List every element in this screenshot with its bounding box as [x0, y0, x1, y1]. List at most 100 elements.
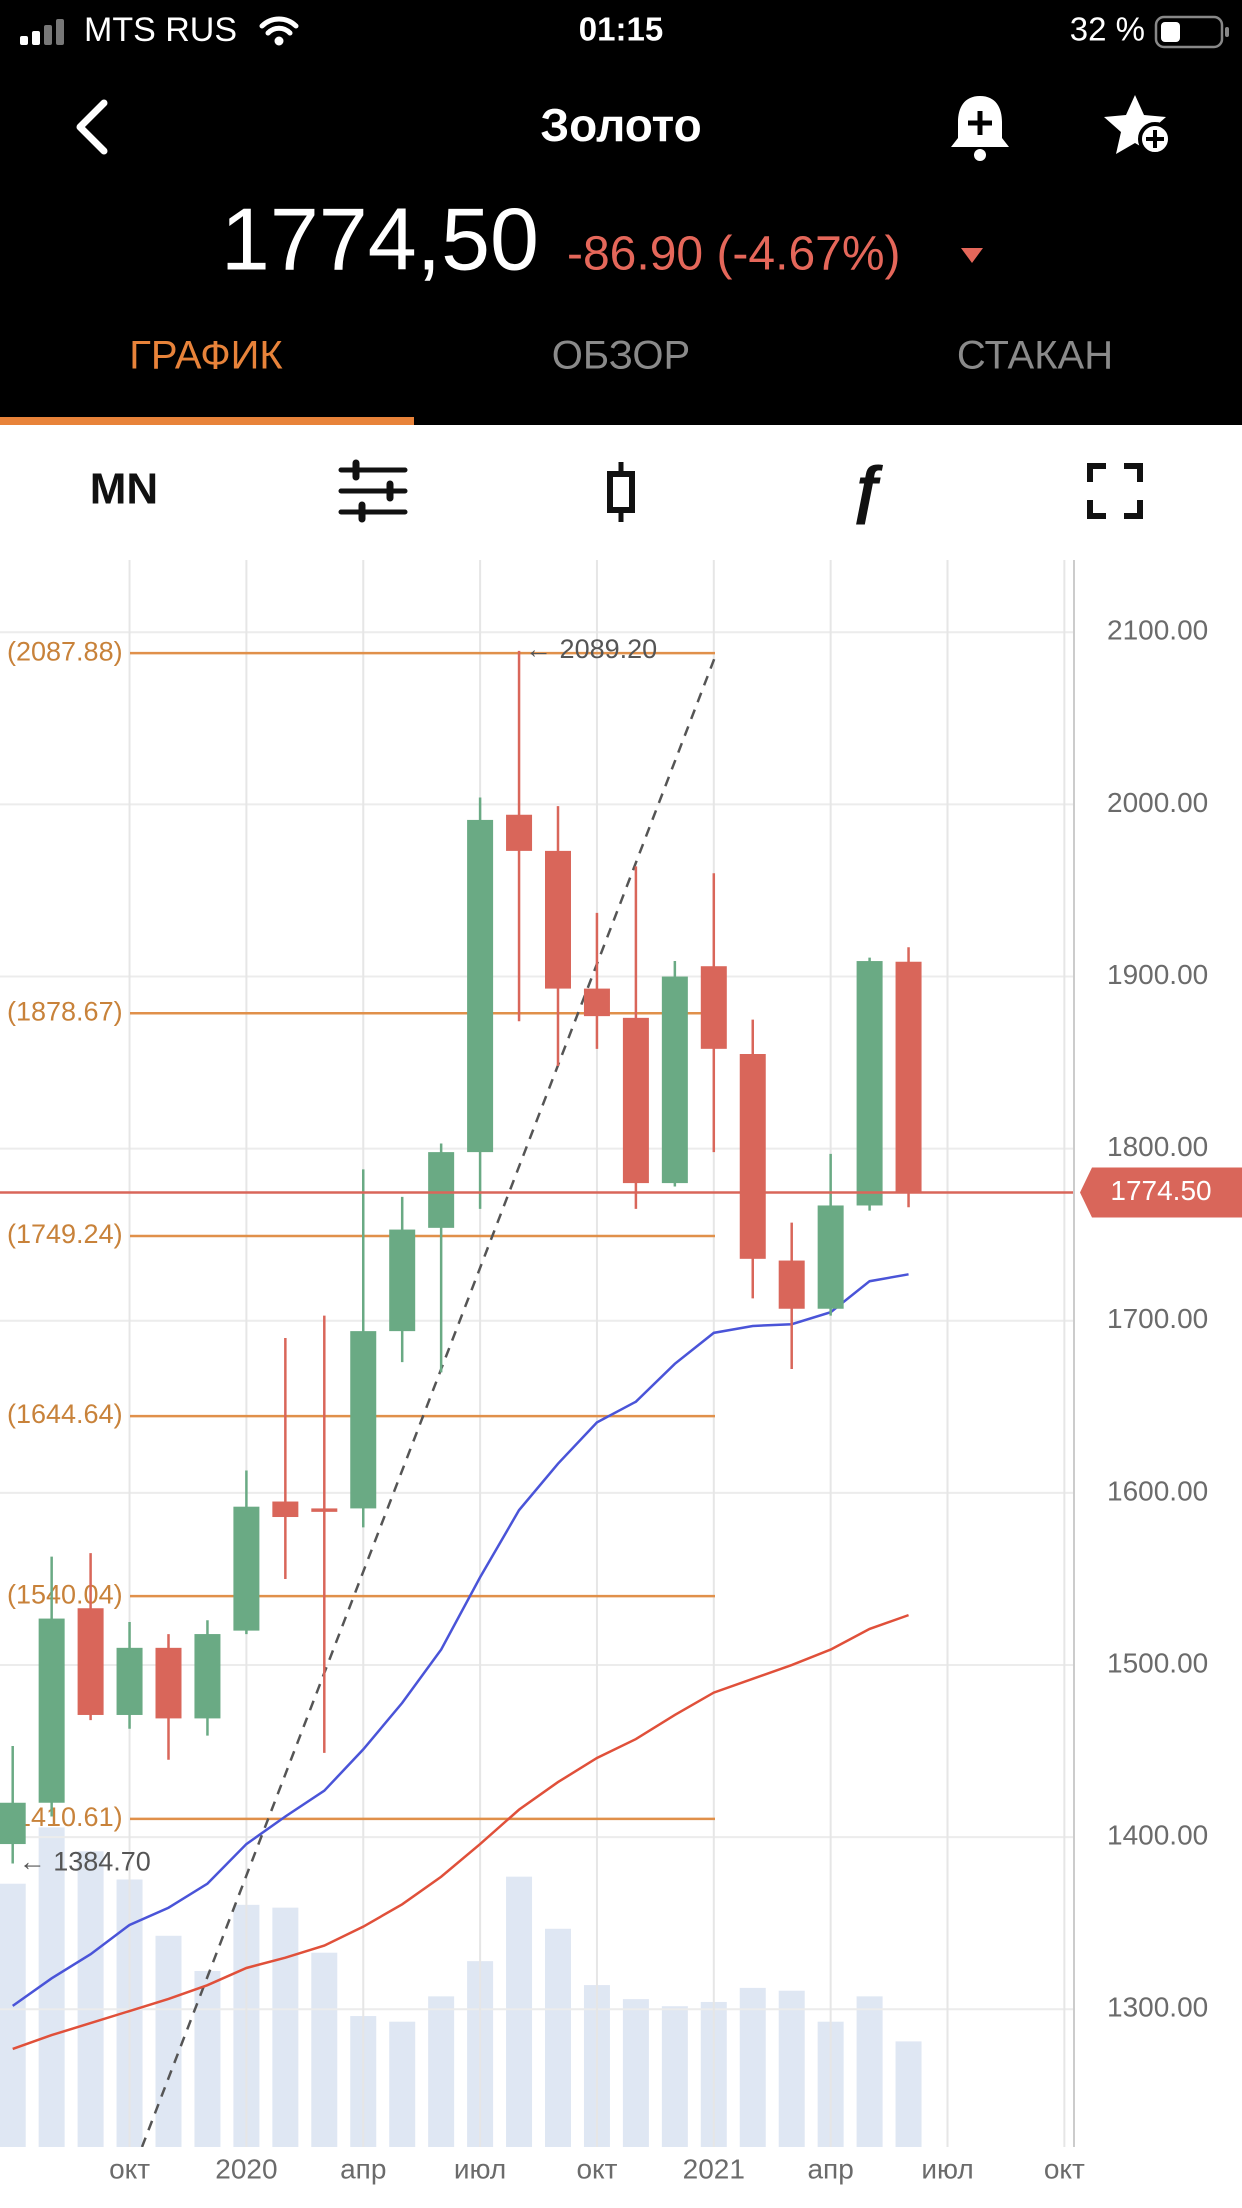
candle-body: [622, 1017, 649, 1184]
candle-body: [739, 1054, 766, 1259]
candle-body: [467, 819, 494, 1153]
volume-bar: [778, 1990, 805, 2147]
candle-body: [272, 1501, 299, 1518]
chart-front: ← 2089.20 ← 1384.70: [0, 634, 1074, 2051]
volume-bar: [506, 1876, 533, 2147]
annotation: ← 2089.20: [525, 634, 657, 664]
tab[interactable]: ГРАФИК: [129, 334, 283, 378]
candle-body: [506, 814, 533, 851]
x-tick-label: апр: [340, 2153, 386, 2184]
chart-axes: 1300.00 1400.00 1500.00 1600.00 1700.00 1800.…: [109, 615, 1242, 2184]
candle-body: [817, 1205, 844, 1309]
y-tick-label: 1500.00: [1107, 1647, 1208, 1678]
x-tick-label: 2021: [683, 2153, 745, 2184]
y-tick-label: 1600.00: [1107, 1475, 1208, 1506]
indicators-button[interactable]: ƒ: [849, 453, 885, 525]
chart-back: (2087.88) (1878.67) (1749.24) (1644.64) (154…: [0, 560, 1074, 2147]
y-tick-label: 2100.00: [1107, 615, 1208, 646]
moving-average: [12, 1613, 909, 2051]
down-arrow: [961, 248, 983, 263]
battery-icon: [1154, 15, 1229, 49]
chart-type-button[interactable]: [607, 462, 635, 522]
y-tick-label: 1300.00: [1107, 1992, 1208, 2023]
tab[interactable]: СТАКАН: [957, 334, 1113, 378]
level-label: (1644.64): [7, 1399, 123, 1429]
volume-bar: [428, 1996, 455, 2147]
wifi-icon: [259, 16, 299, 46]
y-tick-label: 2000.00: [1107, 787, 1208, 818]
candle-body: [0, 1802, 26, 1845]
tab-indicator: [0, 417, 414, 425]
candle-body: [583, 988, 610, 1017]
trend-line: [140, 656, 717, 2147]
volume-bar: [622, 1999, 649, 2147]
back-button[interactable]: [76, 99, 108, 155]
y-tick-label: 1700.00: [1107, 1303, 1208, 1334]
screen-title: Золото: [540, 99, 701, 151]
x-tick-label: окт: [1044, 2153, 1085, 2184]
level-label: (1540.04): [7, 1579, 123, 1609]
x-tick-label: апр: [807, 2153, 853, 2184]
y-tick-label: 1900.00: [1107, 959, 1208, 990]
clock: 01:15: [579, 11, 663, 48]
volume-bar: [155, 1935, 182, 2147]
candle-body: [350, 1331, 377, 1509]
alert-button[interactable]: [951, 96, 1009, 161]
volume-bar: [545, 1928, 571, 2147]
favorite-button[interactable]: [1104, 95, 1172, 156]
candle-body: [38, 1618, 65, 1803]
level-label: (1410.61): [7, 1802, 123, 1832]
price-tag: [1080, 1167, 1242, 1218]
fullscreen-button[interactable]: [1087, 463, 1143, 519]
carrier: MTS RUS: [84, 11, 237, 49]
settings-button[interactable]: [338, 459, 408, 523]
candle-body: [311, 1508, 338, 1512]
candle-body: [116, 1647, 143, 1715]
annotation: ← 1384.70: [19, 1847, 151, 1877]
candle-body: [700, 966, 727, 1049]
candle-body: [856, 961, 883, 1206]
x-tick-label: июл: [921, 2153, 973, 2184]
volume-bar: [856, 1996, 883, 2147]
x-tick-label: июл: [454, 2153, 506, 2184]
signal-icon: [20, 19, 64, 45]
volume-bar: [739, 1987, 766, 2147]
moving-average: [11, 1273, 909, 2007]
level-label: (1749.24): [7, 1219, 123, 1249]
candle-body: [778, 1260, 805, 1309]
y-tick-label: 1400.00: [1107, 1820, 1208, 1851]
volume-bar: [661, 2006, 688, 2147]
candle-body: [389, 1229, 416, 1332]
price-tag-label: 1774.50: [1110, 1175, 1211, 1206]
candle-body: [428, 1152, 455, 1228]
battery-percent: 32 %: [1070, 11, 1145, 48]
candle-body: [895, 961, 922, 1193]
candle-body: [155, 1647, 182, 1719]
volume-bar: [0, 1883, 26, 2147]
tab[interactable]: ОБЗОР: [552, 334, 690, 378]
y-tick-label: 1800.00: [1107, 1131, 1208, 1162]
candle-body: [545, 850, 571, 989]
volume-bar: [77, 1851, 104, 2147]
volume-bar: [194, 1971, 221, 2147]
volume-bar: [311, 1952, 338, 2147]
level-label: (2087.88): [7, 636, 123, 666]
volume-bar: [272, 1907, 299, 2147]
volume-bar: [895, 2041, 922, 2147]
level-label: (1878.67): [7, 996, 123, 1026]
x-tick-label: 2020: [215, 2153, 277, 2184]
price-change: -86.90 (-4.67%): [567, 228, 901, 281]
x-tick-label: окт: [576, 2153, 617, 2184]
candle-body: [661, 976, 688, 1184]
x-tick-label: окт: [109, 2153, 150, 2184]
volume-bar: [38, 1827, 65, 2147]
candle-body: [77, 1608, 104, 1715]
last-price: 1774,50: [221, 189, 539, 288]
volume-bar: [389, 2021, 416, 2147]
header-background: [0, 0, 1242, 425]
candle-body: [194, 1634, 221, 1719]
candle-body: [233, 1506, 260, 1631]
period-button[interactable]: MN: [90, 465, 158, 514]
